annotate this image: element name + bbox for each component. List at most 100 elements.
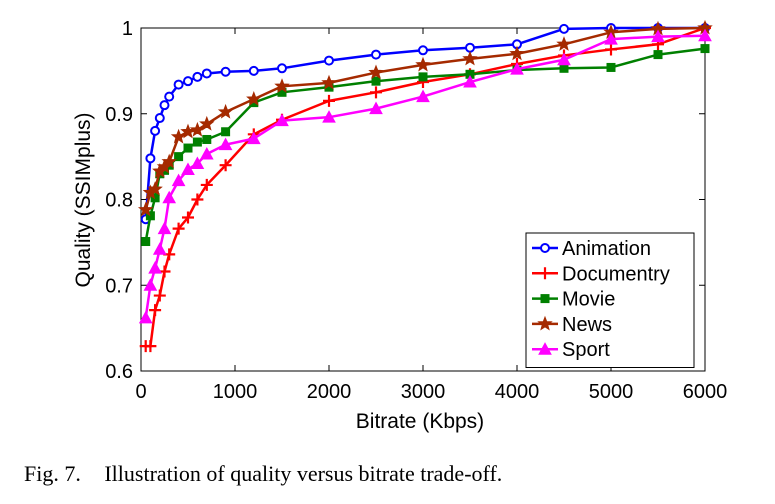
data-point-animation: [164, 91, 175, 102]
data-point-sport: [181, 162, 195, 175]
data-point-sport: [246, 131, 261, 145]
data-point-animation: [154, 113, 165, 124]
figure-caption-text: Illustration of quality versus bitrate t…: [104, 461, 503, 486]
data-point-animation: [159, 100, 170, 111]
x-tick-label: 3000: [401, 381, 446, 403]
data-point-news: [274, 78, 290, 93]
data-point-sport: [171, 173, 186, 187]
data-point-sport: [322, 110, 336, 123]
data-point-animation: [371, 49, 381, 60]
x-tick-label: 6000: [683, 381, 728, 403]
y-axis-label: Quality (SSIMplus): [72, 112, 95, 287]
data-point-sport: [162, 190, 177, 204]
data-point-documentry: [323, 94, 335, 107]
data-point-movie: [202, 134, 212, 144]
data-point-documentry: [605, 43, 617, 56]
x-tick-label: 4000: [495, 381, 540, 403]
data-point-animation: [201, 68, 212, 79]
data-point-animation: [277, 63, 287, 74]
legend-marker-news: [537, 315, 553, 331]
data-point-movie: [192, 137, 202, 147]
data-point-animation: [248, 65, 259, 76]
data-point-news: [147, 181, 163, 196]
data-point-sport: [218, 137, 233, 151]
data-point-movie: [145, 211, 155, 221]
legend-marker-movie: [540, 294, 550, 304]
data-point-documentry: [172, 222, 185, 235]
legend-label-movie: Movie: [562, 289, 615, 311]
x-tick-label: 5000: [589, 381, 634, 403]
data-point-news: [170, 128, 187, 144]
data-point-news: [137, 201, 154, 217]
legend-label-sport: Sport: [562, 339, 610, 361]
data-point-sport: [416, 89, 430, 103]
data-point-animation: [220, 66, 231, 77]
x-tick-label: 2000: [307, 381, 352, 403]
data-point-news: [189, 121, 206, 137]
data-point-sport: [275, 113, 289, 127]
data-point-documentry: [153, 289, 166, 302]
data-point-animation: [559, 23, 569, 34]
data-point-animation: [192, 71, 203, 82]
data-point-sport: [651, 29, 665, 43]
data-point-documentry: [191, 193, 204, 206]
y-tick-label: 1: [122, 18, 133, 40]
data-point-news: [161, 153, 177, 169]
data-point-animation: [150, 125, 161, 136]
data-point-news: [321, 74, 337, 90]
data-point-news: [415, 56, 431, 72]
data-point-sport: [557, 52, 571, 66]
data-point-animation: [324, 55, 334, 66]
x-tick-label: 1000: [213, 381, 258, 403]
data-point-animation: [418, 45, 428, 56]
data-point-sport: [510, 62, 524, 75]
series-line-animation: [144, 26, 705, 220]
data-point-news: [368, 64, 384, 80]
data-point-sport: [463, 74, 477, 88]
data-point-animation: [465, 42, 475, 53]
data-point-movie: [174, 152, 184, 162]
data-point-documentry: [219, 159, 232, 172]
data-point-movie: [183, 143, 193, 153]
data-point-movie: [371, 76, 381, 86]
data-point-movie: [653, 50, 663, 60]
data-point-movie: [418, 72, 428, 82]
data-point-news: [199, 115, 215, 131]
legend-marker-animation: [540, 243, 550, 253]
data-point-sport: [604, 32, 618, 45]
data-point-sport: [698, 28, 712, 42]
data-point-sport: [199, 147, 214, 160]
data-point-documentry: [182, 211, 194, 224]
data-point-sport: [148, 261, 162, 274]
data-point-sport: [152, 242, 167, 255]
data-point-news: [246, 91, 262, 106]
data-point-animation: [173, 79, 184, 90]
legend-marker-documentry: [539, 267, 551, 280]
data-point-animation: [145, 153, 156, 164]
data-point-news: [462, 50, 478, 66]
data-point-documentry: [144, 340, 157, 353]
data-point-movie: [221, 127, 231, 137]
series-news: [137, 19, 713, 217]
data-point-sport: [143, 278, 158, 291]
data-point-sport: [157, 221, 172, 235]
x-axis-label: Bitrate (Kbps): [356, 410, 484, 433]
y-tick-label: 0.8: [105, 190, 133, 212]
legend-box: [525, 232, 695, 368]
legend-label-animation: Animation: [562, 238, 651, 260]
legend-label-news: News: [562, 314, 612, 336]
y-tick-label: 0.9: [105, 104, 133, 126]
series-sport: [138, 28, 712, 324]
quality-bitrate-chart: 0 1000 2000 3000 4000 5000 6000 0.6 0.7 0.8 0.9 1 A…: [72, 18, 728, 433]
y-tick-label: 0.6: [105, 361, 133, 383]
legend-label-documentry: Documentry: [562, 263, 670, 285]
data-point-sport: [369, 101, 383, 115]
figure-caption-label: Fig. 7.: [24, 461, 81, 486]
x-tick-label: 0: [135, 381, 146, 403]
series-line-documentry: [145, 26, 706, 348]
data-point-movie: [700, 44, 710, 54]
y-tick-label: 0.7: [105, 275, 133, 297]
data-point-documentry: [149, 304, 162, 317]
data-point-news: [217, 103, 234, 119]
series-line-sport: [144, 34, 706, 319]
